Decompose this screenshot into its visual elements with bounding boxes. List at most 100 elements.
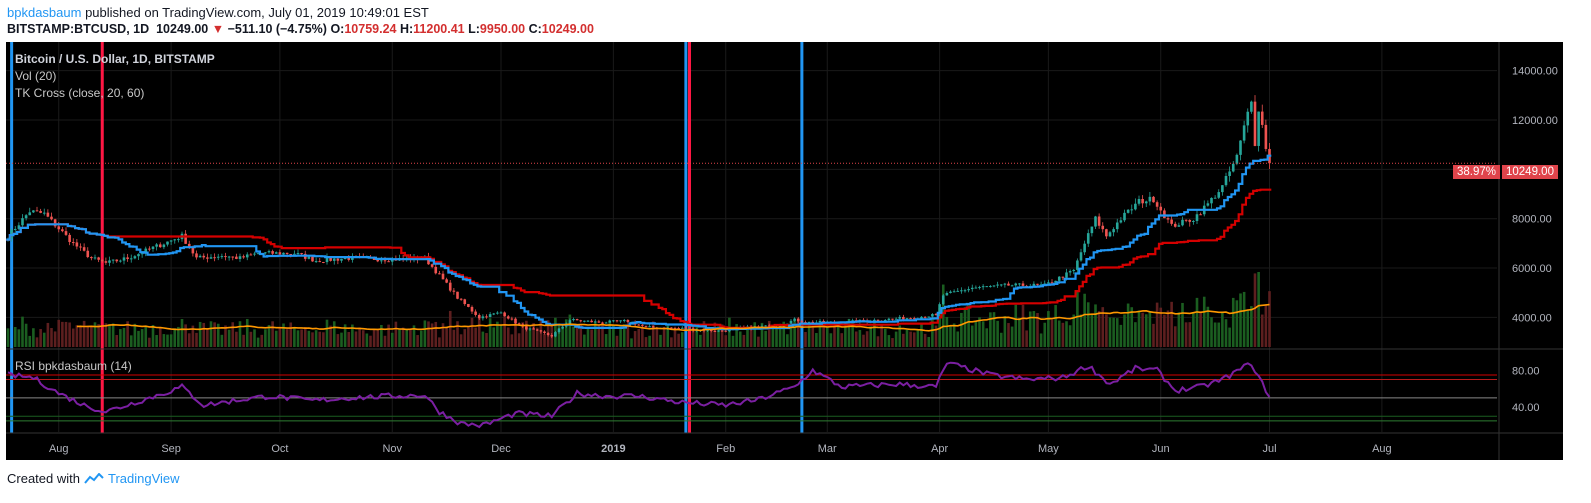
candle-body <box>438 273 441 275</box>
candle-body <box>35 210 39 212</box>
candle-body <box>122 257 126 261</box>
volume-bar <box>361 330 365 347</box>
candle-body <box>873 319 876 322</box>
candle-body <box>764 325 767 327</box>
tk-cross-legend[interactable]: TK Cross (close, 20, 60) <box>15 86 145 100</box>
candle-body <box>1076 260 1079 270</box>
volume-bar <box>340 332 343 347</box>
candle-body <box>1264 124 1268 149</box>
volume-bar <box>1246 310 1250 347</box>
candle-body <box>1010 285 1014 287</box>
volume-bar <box>615 335 619 347</box>
candle-body <box>622 320 626 322</box>
volume-bar <box>1039 333 1043 347</box>
candle-body <box>956 290 960 292</box>
volume-bar <box>1032 311 1036 347</box>
volume-bar <box>637 329 641 347</box>
candle-body <box>641 324 644 326</box>
volume-bar <box>86 325 90 347</box>
volume-bar <box>409 328 412 347</box>
volume-bar <box>807 323 811 347</box>
candle-body <box>568 320 572 324</box>
down-arrow-icon: ▼ <box>211 22 225 36</box>
volume-bar <box>1173 326 1177 347</box>
candle-body <box>1086 233 1090 244</box>
volume-bar <box>434 321 438 347</box>
candle-body <box>688 328 691 330</box>
candle-body <box>314 261 318 263</box>
volume-bar <box>1257 272 1260 347</box>
volume-bar <box>300 329 303 347</box>
rsi-legend[interactable]: RSI bpkdasbaum (14) <box>15 359 132 373</box>
candle-body <box>1155 202 1159 207</box>
candle-body <box>274 252 278 254</box>
volume-bar <box>474 327 477 347</box>
candle-body <box>1050 282 1054 284</box>
author-link[interactable]: bpkdasbaum <box>7 5 82 20</box>
volume-bar <box>456 321 459 347</box>
volume-legend[interactable]: Vol (20) <box>15 69 57 83</box>
candle-body <box>1101 225 1105 230</box>
close-label: C: <box>528 22 542 36</box>
volume-bar <box>416 335 419 347</box>
price-tick-label: 12000.00 <box>1512 115 1558 127</box>
candle-body <box>213 257 216 259</box>
candle-body <box>235 256 238 259</box>
volume-bar <box>1202 296 1206 347</box>
volume-bar <box>622 324 626 347</box>
candle-body <box>992 285 996 287</box>
volume-bar <box>1018 318 1021 347</box>
volume-bar <box>720 324 724 347</box>
volume-bar <box>383 335 387 347</box>
volume-bar <box>6 328 10 347</box>
tradingview-brand-link[interactable]: TradingView <box>107 471 180 486</box>
candle-body <box>459 298 463 300</box>
candle-body <box>851 320 854 322</box>
volume-bar <box>369 335 372 347</box>
volume-bar <box>1195 297 1199 347</box>
candle-body <box>981 286 985 288</box>
volume-bar <box>354 331 358 347</box>
volume-bar <box>1152 323 1155 347</box>
candle-body <box>514 318 517 324</box>
volume-bar <box>111 323 115 347</box>
volume-ma-line <box>76 303 1270 332</box>
candle-body <box>53 219 57 227</box>
candlesticks[interactable] <box>6 95 1271 339</box>
candle-body <box>1137 199 1141 204</box>
candle-body <box>452 290 456 292</box>
volume-bar <box>789 324 793 347</box>
candle-body <box>720 330 724 332</box>
volume-bar <box>836 322 840 347</box>
candle-body <box>1192 220 1195 222</box>
volume-bar <box>557 324 561 347</box>
volume-bar <box>1199 311 1202 347</box>
candle-body <box>477 314 481 319</box>
candle-body <box>677 328 680 330</box>
volume-bar <box>724 335 728 347</box>
volume-bar <box>46 322 50 347</box>
price-chart[interactable]: 4000.006000.008000.0010000.0012000.00140… <box>0 42 1591 460</box>
volume-bar <box>844 323 847 347</box>
volume-bar <box>1268 291 1271 347</box>
volume-bar <box>902 333 905 347</box>
rsi-tick-label: 40.00 <box>1512 402 1540 414</box>
volume-bar <box>1144 314 1148 347</box>
candle-body <box>934 314 938 316</box>
candle-body <box>463 299 467 305</box>
candle-body <box>684 327 688 330</box>
candle-body <box>1181 219 1184 226</box>
volume-bar <box>249 331 253 347</box>
candle-body <box>680 327 684 329</box>
candle-body <box>1159 206 1163 211</box>
candle-body <box>807 321 811 323</box>
volume-bar <box>862 334 865 347</box>
volume-bar <box>343 324 347 347</box>
candle-body <box>155 244 158 247</box>
candle-body <box>670 327 673 329</box>
candle-body <box>1199 214 1202 216</box>
volume-bar <box>126 321 129 347</box>
volume-bar <box>956 331 960 347</box>
volume-bar <box>586 329 590 347</box>
volume-bar <box>706 328 709 347</box>
